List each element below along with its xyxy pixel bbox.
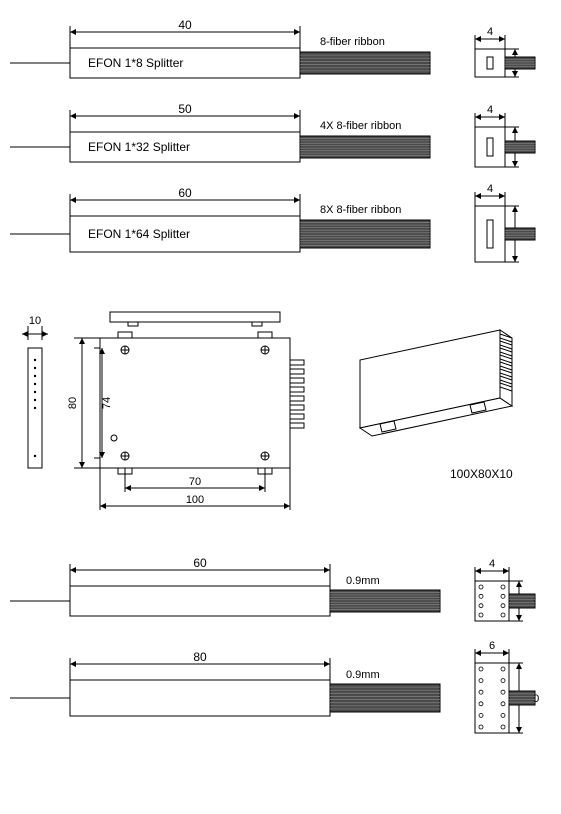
bottom-row: 800.9mm620	[10, 640, 539, 733]
module-iso: 100X80X10	[360, 330, 513, 481]
ribbon-label: 4X 8-fiber ribbon	[320, 120, 401, 132]
svg-text:80: 80	[67, 397, 79, 409]
cross-w: 4	[487, 26, 493, 38]
bottom-row: 600.9mm47	[10, 556, 535, 621]
module-side-w: 10	[29, 315, 41, 327]
dim-length: 60	[193, 556, 207, 570]
splitter-row: 40EFON 1*8 Splitter8-fiber ribbon44	[10, 18, 535, 78]
technical-diagram: 40 EFON 1*8 Splitter 8-fiber ribbon 4 4 50 EFO…	[0, 0, 561, 814]
splitter-row: 50EFON 1*32 Splitter4X 8-fiber ribbon47	[10, 102, 535, 167]
svg-text:70: 70	[189, 476, 201, 488]
cross-w: 6	[489, 640, 495, 652]
ribbon-label: 0.9mm	[346, 575, 380, 587]
module-views: 10 80 74 70 100	[22, 312, 304, 510]
splitter-row: 60EFON 1*64 Splitter8X 8-fiber ribbon412	[10, 183, 535, 262]
cross-w: 4	[487, 183, 493, 195]
cross-w: 4	[487, 104, 493, 116]
dim-length: 40	[178, 18, 192, 32]
splitter-label: EFON 1*8 Splitter	[88, 56, 183, 70]
dim-length: 60	[178, 186, 192, 200]
splitter-label: EFON 1*64 Splitter	[88, 227, 190, 241]
module-iso-label: 100X80X10	[450, 467, 513, 481]
svg-text:100: 100	[186, 494, 204, 506]
ribbon-label: 0.9mm	[346, 669, 380, 681]
splitter-label: EFON 1*32 Splitter	[88, 140, 190, 154]
ribbon-label: 8-fiber ribbon	[320, 36, 385, 48]
dim-length: 80	[193, 650, 207, 664]
dim-length: 50	[178, 102, 192, 116]
cross-w: 4	[489, 558, 495, 570]
ribbon-label: 8X 8-fiber ribbon	[320, 204, 401, 216]
svg-text:74: 74	[101, 397, 113, 409]
